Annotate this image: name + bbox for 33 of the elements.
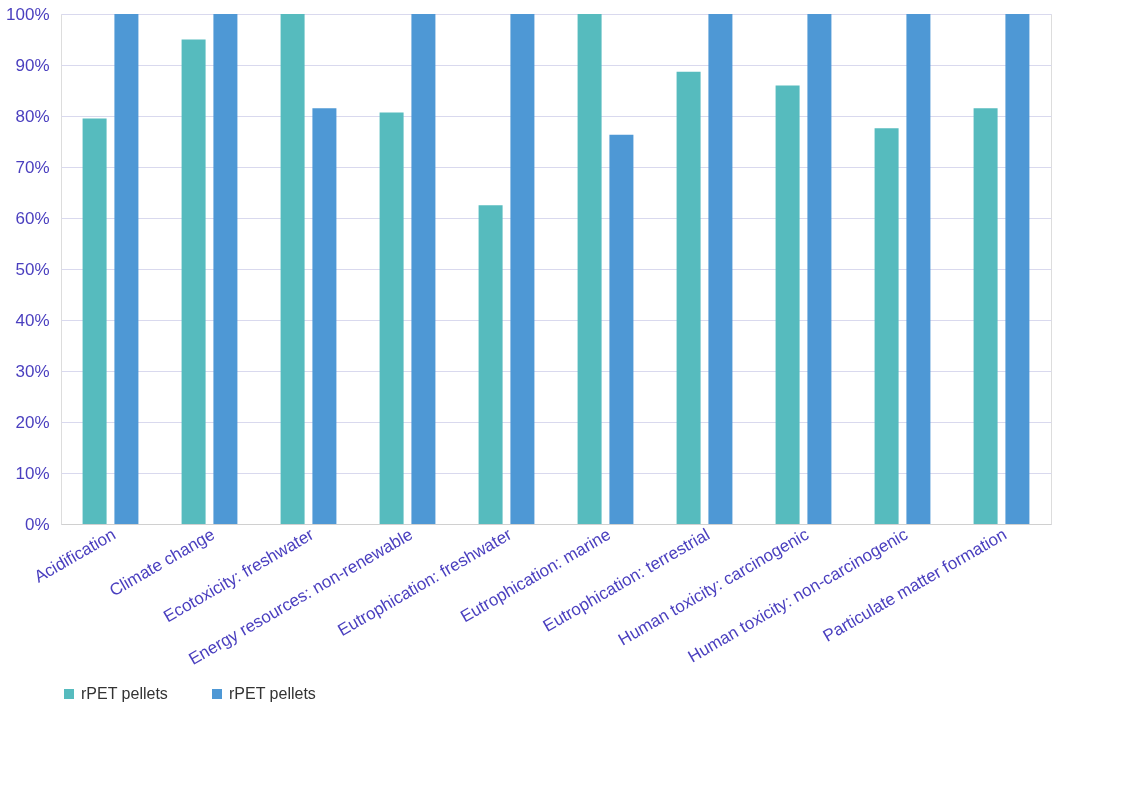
bar xyxy=(181,39,206,524)
bar xyxy=(379,112,404,524)
y-tick-label: 80% xyxy=(15,106,50,126)
y-tick-label: 100% xyxy=(6,4,50,24)
bar xyxy=(973,108,998,524)
bar xyxy=(775,85,800,524)
y-tick-label: 30% xyxy=(15,361,50,381)
legend-label: rPET pellets xyxy=(229,685,316,702)
bar xyxy=(213,14,238,524)
bar xyxy=(411,14,436,524)
bar xyxy=(676,71,701,524)
y-tick-label: 90% xyxy=(15,55,50,75)
bar xyxy=(807,14,832,524)
y-tick-label: 60% xyxy=(15,208,50,228)
y-tick-label: 0% xyxy=(24,514,50,534)
bar xyxy=(114,14,139,524)
bar xyxy=(906,14,931,524)
bar xyxy=(1005,14,1030,524)
bar xyxy=(874,128,899,524)
bar xyxy=(577,14,602,524)
bar xyxy=(312,108,337,524)
legend-label: rPET pellets xyxy=(81,685,168,702)
y-tick-label: 70% xyxy=(15,157,50,177)
bar xyxy=(82,118,107,524)
y-tick-label: 40% xyxy=(15,310,50,330)
bar xyxy=(609,134,634,524)
bar xyxy=(708,14,733,524)
bar xyxy=(280,14,305,524)
bar xyxy=(510,14,535,524)
y-tick-label: 50% xyxy=(15,259,50,279)
y-tick-label: 10% xyxy=(15,463,50,483)
bar xyxy=(478,205,503,524)
y-tick-label: 20% xyxy=(15,412,50,432)
